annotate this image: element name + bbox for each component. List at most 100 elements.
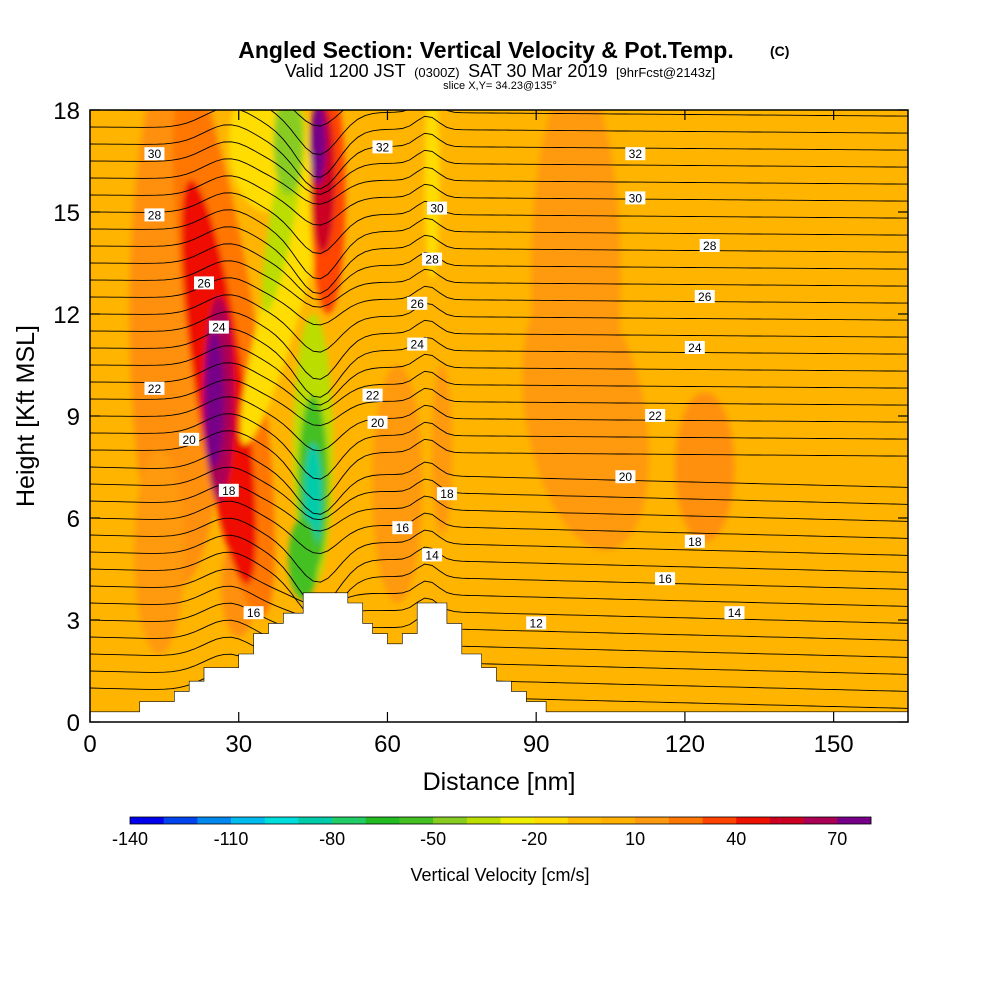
- contour-label-box: [436, 487, 457, 501]
- contour-label: 24: [684, 341, 705, 355]
- plot-area: 30 32 32 28 30 30 26 28 28 24 26 26 22 24 24 20 22 22 18 20…: [90, 110, 908, 722]
- colorbar-swatch: [534, 817, 569, 824]
- contour-label: 32: [625, 147, 646, 161]
- contour-label-text: 26: [197, 276, 211, 290]
- contour-label-text: 16: [658, 572, 672, 586]
- valid-time-line: Valid 1200 JST (0300Z) SAT 30 Mar 2019 […: [285, 61, 715, 81]
- contour-label-box: [218, 483, 239, 497]
- y-tick-label: 0: [67, 710, 80, 737]
- y-tick-label: 12: [53, 302, 80, 329]
- contour-label-text: 28: [425, 253, 439, 267]
- y-tick-label: 18: [53, 98, 80, 125]
- colorbar-swatch: [197, 817, 232, 824]
- velocity-region: [424, 110, 440, 280]
- velocity-region: [310, 110, 326, 185]
- contour-label: 20: [367, 415, 388, 430]
- contour-label-box: [392, 521, 413, 535]
- forecast-info: [9hrFcst@2143z]: [616, 65, 715, 80]
- contour-label-text: 16: [247, 606, 261, 620]
- contour-label-text: 20: [182, 433, 196, 447]
- contour-label: 18: [436, 487, 457, 501]
- y-axis-label: Height [Kft MSL]: [12, 325, 40, 507]
- colorbar-swatch: [736, 817, 771, 824]
- x-axis-ticks: 0 30 60 90 120 150: [83, 110, 854, 758]
- contour-label: 30: [625, 191, 646, 205]
- colorbar-swatch: [163, 817, 198, 824]
- x-tick-label: 150: [814, 731, 854, 758]
- velocity-region: [134, 450, 185, 654]
- contour-label-box: [684, 341, 705, 354]
- colorbar-swatch: [702, 817, 737, 824]
- contour-label-box: [422, 252, 443, 266]
- contour-label-text: 14: [425, 548, 439, 562]
- valid-date: SAT 30 Mar 2019: [468, 61, 607, 81]
- contour-label-text: 22: [366, 389, 380, 403]
- colorbar-swatch: [433, 817, 468, 824]
- colorbar-tick-label: -80: [319, 829, 345, 849]
- contour-label-text: 28: [148, 208, 162, 222]
- terrain: [90, 592, 908, 722]
- isentrope-line: [90, 158, 908, 205]
- contour-label: 28: [144, 208, 165, 222]
- x-tick-label: 0: [83, 731, 96, 758]
- colorbar-swatch: [264, 817, 299, 824]
- contour-labels: 30 32 32 28 30 30 26 28 28 24 26 26 22 24 24 20 22 22 18 20…: [144, 140, 745, 630]
- contour-label: 26: [694, 290, 715, 304]
- isentrope-line: [90, 449, 908, 515]
- contour-label-box: [724, 606, 745, 620]
- contour-label-text: 28: [703, 239, 717, 253]
- isentrope-line: [90, 585, 908, 624]
- contour-label: 26: [407, 296, 428, 311]
- colorbar-swatch: [365, 817, 400, 824]
- contour-label-text: 14: [728, 606, 742, 620]
- isentrope-line: [90, 141, 908, 195]
- contour-label: 28: [699, 239, 720, 253]
- contour-label-text: 24: [411, 338, 425, 352]
- contour-label-box: [684, 534, 705, 548]
- contour-label-text: 16: [396, 521, 410, 535]
- contour-label: 12: [526, 616, 547, 630]
- contour-label-text: 26: [411, 297, 425, 311]
- contour-label-text: 22: [648, 409, 662, 423]
- contour-label-box: [362, 388, 383, 402]
- contour-label: 30: [427, 201, 448, 216]
- contour-label-box: [243, 606, 264, 620]
- contour-label: 24: [208, 320, 229, 335]
- isentrope-line: [90, 466, 908, 521]
- isentrope-line: [90, 379, 908, 426]
- isentrope-line: [90, 500, 908, 555]
- colorbar-tick-label: -140: [112, 829, 148, 849]
- contour-label-box: [625, 191, 646, 205]
- contour-label-box: [367, 415, 388, 429]
- isentrope-line: [90, 636, 908, 680]
- isentrope-line: [90, 602, 908, 641]
- contour-label: 20: [179, 432, 200, 447]
- colorbar-swatch: [298, 817, 333, 824]
- y-tick-label: 9: [67, 404, 80, 431]
- x-axis-label: Distance [nm]: [423, 768, 576, 796]
- contour-label-box: [144, 208, 165, 222]
- y-tick-label: 6: [67, 506, 80, 533]
- velocity-region: [204, 331, 224, 467]
- colorbar-tick-label: 10: [625, 829, 645, 849]
- slice-info: slice X,Y= 34.23@135°: [443, 80, 557, 92]
- colorbar-swatch: [769, 817, 804, 824]
- colorbar-tick-label: -20: [521, 829, 547, 849]
- contour-label-text: 12: [530, 616, 544, 630]
- isentrope-line: [90, 124, 908, 190]
- colorbar-swatch: [567, 817, 602, 824]
- chart-title: Angled Section: Vertical Velocity & Pot.…: [238, 37, 733, 63]
- colorbar-swatch: [130, 817, 164, 824]
- colorbar-swatch: [231, 817, 266, 824]
- x-tick-label: 30: [225, 731, 252, 758]
- colorbar-tick-label: 70: [827, 829, 847, 849]
- contour-label-box: [615, 470, 636, 484]
- contour-label-box: [144, 147, 165, 161]
- x-tick-label: 60: [374, 731, 401, 758]
- contour-label-text: 18: [688, 535, 702, 549]
- isentrope-line: [90, 243, 908, 301]
- isentrope-line: [90, 294, 908, 353]
- x-tick-label: 120: [665, 731, 705, 758]
- vertical-velocity-fill: [129, 110, 735, 654]
